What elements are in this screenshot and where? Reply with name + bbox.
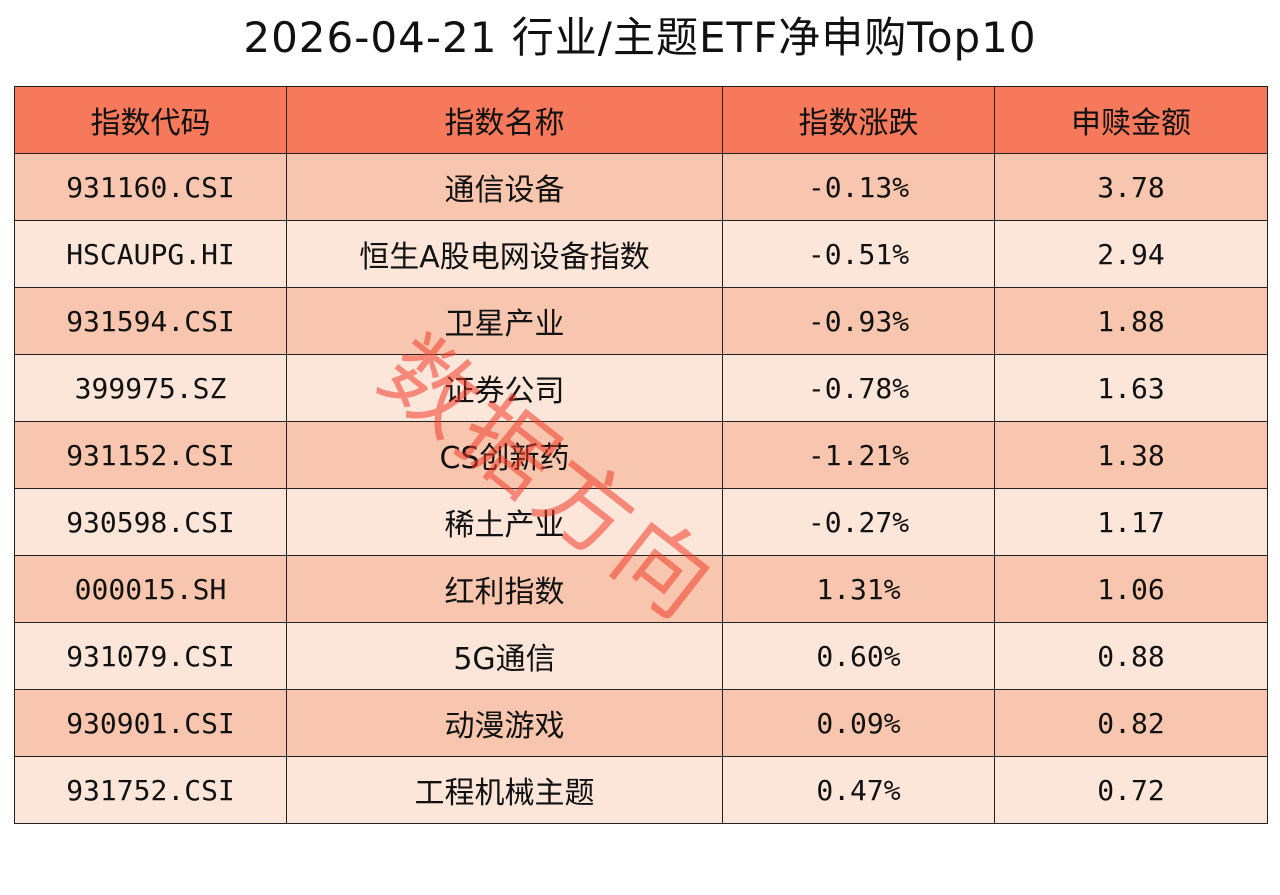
cell-index-change: -0.27%: [722, 488, 995, 556]
table-row: 931160.CSI 通信设备 -0.13% 3.78: [14, 153, 1268, 221]
cell-net-amount: 2.94: [994, 220, 1268, 288]
cell-index-code: 931752.CSI: [14, 756, 287, 824]
cell-index-change: -0.78%: [722, 354, 995, 422]
table-row: 399975.SZ 证券公司 -0.78% 1.63: [14, 354, 1268, 422]
chart-title: 2026-04-21 行业/主题ETF净申购Top10: [243, 13, 1037, 62]
cell-index-name: 5G通信: [286, 622, 723, 690]
table-row: 931594.CSI 卫星产业 -0.93% 1.88: [14, 287, 1268, 355]
cell-index-code: 399975.SZ: [14, 354, 287, 422]
cell-net-amount: 0.82: [994, 689, 1268, 757]
cell-index-change: -0.13%: [722, 153, 995, 221]
cell-net-amount: 3.78: [994, 153, 1268, 221]
cell-net-amount: 1.63: [994, 354, 1268, 422]
cell-net-amount: 1.17: [994, 488, 1268, 556]
cell-index-name: CS创新药: [286, 421, 723, 489]
cell-net-amount: 1.88: [994, 287, 1268, 355]
cell-index-change: 0.47%: [722, 756, 995, 824]
table-row: 931752.CSI 工程机械主题 0.47% 0.72: [14, 756, 1268, 824]
table-header-row: 指数代码 指数名称 指数涨跌 申赎金额: [14, 86, 1268, 154]
cell-index-code: 000015.SH: [14, 555, 287, 623]
cell-net-amount: 0.72: [994, 756, 1268, 824]
table-row: 931079.CSI 5G通信 0.60% 0.88: [14, 622, 1268, 690]
cell-index-name: 动漫游戏: [286, 689, 723, 757]
cell-index-code: HSCAUPG.HI: [14, 220, 287, 288]
cell-net-amount: 1.06: [994, 555, 1268, 623]
cell-index-code: 931594.CSI: [14, 287, 287, 355]
column-header-change: 指数涨跌: [722, 86, 995, 154]
column-header-name: 指数名称: [286, 86, 723, 154]
cell-index-code: 931152.CSI: [14, 421, 287, 489]
table-row: 930598.CSI 稀土产业 -0.27% 1.17: [14, 488, 1268, 556]
column-header-code: 指数代码: [14, 86, 287, 154]
cell-index-code: 930598.CSI: [14, 488, 287, 556]
cell-index-name: 通信设备: [286, 153, 723, 221]
cell-index-code: 931079.CSI: [14, 622, 287, 690]
cell-index-change: -1.21%: [722, 421, 995, 489]
cell-index-name: 卫星产业: [286, 287, 723, 355]
cell-net-amount: 1.38: [994, 421, 1268, 489]
cell-index-code: 931160.CSI: [14, 153, 287, 221]
table-row: 931152.CSI CS创新药 -1.21% 1.38: [14, 421, 1268, 489]
cell-index-name: 证券公司: [286, 354, 723, 422]
cell-index-change: -0.93%: [722, 287, 995, 355]
cell-index-name: 红利指数: [286, 555, 723, 623]
cell-net-amount: 0.88: [994, 622, 1268, 690]
cell-index-change: 0.09%: [722, 689, 995, 757]
cell-index-change: -0.51%: [722, 220, 995, 288]
etf-table: 指数代码 指数名称 指数涨跌 申赎金额 931160.CSI 通信设备 -0.13%…: [14, 86, 1268, 824]
table-row: 000015.SH 红利指数 1.31% 1.06: [14, 555, 1268, 623]
column-header-amount: 申赎金额: [994, 86, 1268, 154]
cell-index-name: 稀土产业: [286, 488, 723, 556]
cell-index-name: 工程机械主题: [286, 756, 723, 824]
cell-index-change: 1.31%: [722, 555, 995, 623]
table-row: 930901.CSI 动漫游戏 0.09% 0.82: [14, 689, 1268, 757]
table-row: HSCAUPG.HI 恒生A股电网设备指数 -0.51% 2.94: [14, 220, 1268, 288]
cell-index-name: 恒生A股电网设备指数: [286, 220, 723, 288]
cell-index-change: 0.60%: [722, 622, 995, 690]
cell-index-code: 930901.CSI: [14, 689, 287, 757]
